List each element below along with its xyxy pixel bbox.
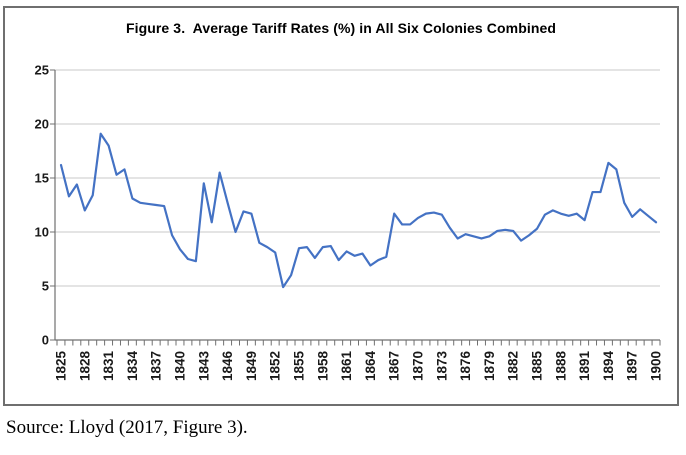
y-ticks [50, 69, 55, 341]
x-tick-label: 1825 [54, 351, 69, 382]
x-tick-label: 1958 [315, 351, 330, 382]
y-tick-label: 5 [42, 279, 49, 294]
x-tick-label: 1879 [482, 351, 497, 381]
x-tick-label: 1882 [506, 351, 521, 381]
x-tick-label: 1870 [411, 351, 426, 381]
y-gridlines [55, 69, 660, 287]
x-tick-label: 1831 [101, 351, 116, 382]
x-tick-label: 1828 [77, 351, 92, 382]
y-tick-label: 10 [35, 225, 49, 240]
x-tick-label: 1864 [363, 351, 378, 382]
chart-title: Figure 3. Average Tariff Rates (%) in Al… [125, 20, 557, 36]
x-tick-label: 1861 [339, 351, 354, 382]
x-tick-label: 1840 [173, 351, 188, 381]
x-tick-label: 1894 [601, 351, 616, 382]
x-tick-labels: 1825 1828 1831 1834 1837 1840 1843 1846 1849 1852… [54, 351, 664, 382]
x-tick-label: 1873 [434, 351, 449, 382]
x-tick-label: 1876 [458, 351, 473, 382]
x-tick-label: 1900 [649, 351, 664, 381]
y-tick-label: 0 [42, 333, 49, 348]
x-tick-label: 1885 [530, 351, 545, 382]
source-caption: Source: Lloyd (2017, Figure 3). [6, 417, 248, 438]
y-tick-labels: 0 5 10 15 20 25 [35, 63, 49, 348]
x-tick-label: 1843 [196, 351, 211, 382]
x-tick-label: 1852 [268, 351, 283, 381]
x-tick-label: 1834 [125, 351, 140, 382]
x-tick-label: 1837 [149, 351, 164, 381]
y-tick-label: 20 [35, 117, 49, 132]
y-tick-label: 15 [35, 171, 49, 186]
x-tick-label: 1867 [387, 351, 402, 381]
x-tick-label: 1849 [244, 351, 259, 381]
x-tick-label: 1891 [577, 351, 592, 382]
tariff-rate-line [59, 132, 658, 289]
x-tick-label: 1888 [553, 351, 568, 382]
y-tick-label: 25 [35, 63, 49, 78]
x-tick-label: 1855 [292, 351, 307, 382]
x-ticks [56, 340, 661, 346]
axes [54, 70, 660, 341]
x-tick-label: 1846 [220, 351, 235, 382]
x-tick-label: 1897 [625, 351, 640, 381]
figure-container: Figure 3. Average Tariff Rates (%) in Al… [3, 6, 679, 406]
